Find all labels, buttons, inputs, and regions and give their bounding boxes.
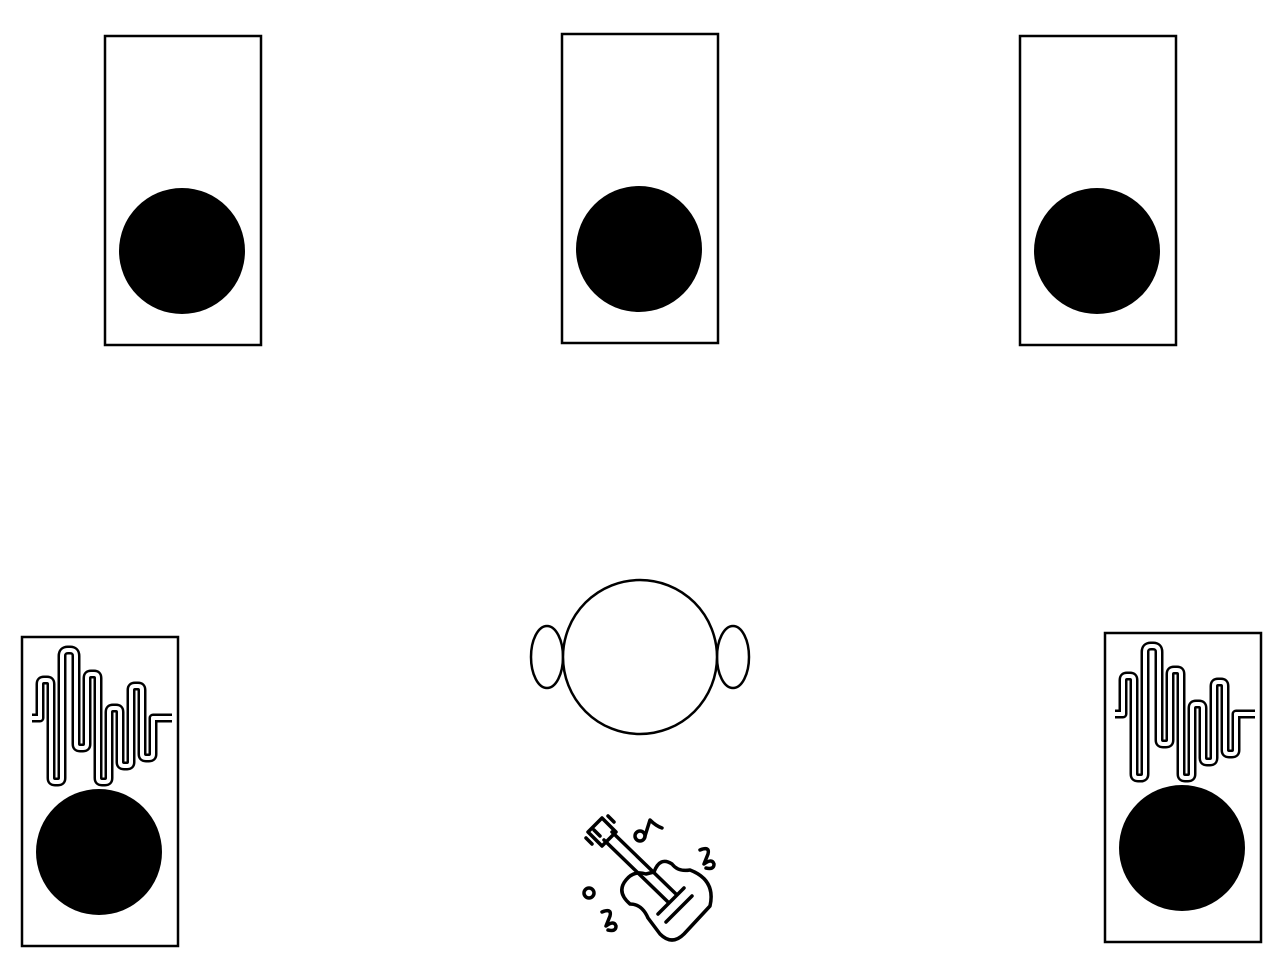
electric-guitar-icon <box>582 814 716 942</box>
listener-head-icon <box>529 578 751 736</box>
left-ear <box>529 624 565 690</box>
speaker-woofer <box>1119 785 1245 911</box>
right-ear <box>715 624 751 690</box>
speaker-woofer <box>119 188 245 314</box>
music-note-icon <box>582 886 596 900</box>
speaker-woofer <box>1034 188 1160 314</box>
head <box>561 578 719 736</box>
speaker-woofer <box>36 789 162 915</box>
sound-wave-icon <box>32 645 172 787</box>
speaker-rear-right <box>1103 631 1263 944</box>
speaker-woofer <box>576 186 702 312</box>
speaker-front-center <box>560 32 720 345</box>
speaker-front-left <box>103 34 263 347</box>
speaker-front-right <box>1018 34 1178 347</box>
sound-wave-icon <box>1115 641 1255 783</box>
speaker-rear-left <box>20 635 180 948</box>
